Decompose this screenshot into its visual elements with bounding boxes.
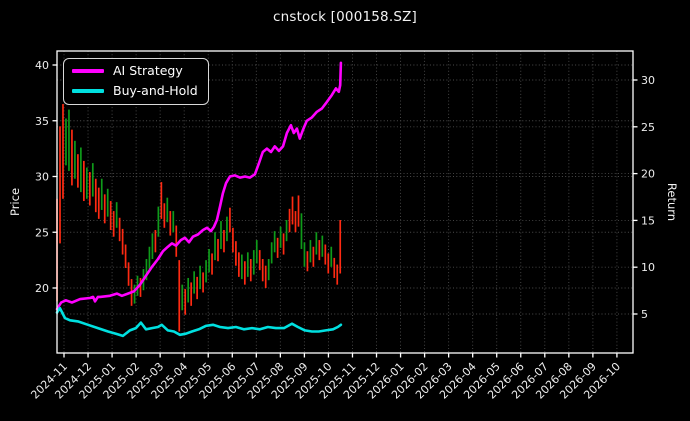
left-axis-label: Price: [8, 187, 22, 217]
svg-text:10: 10: [641, 261, 655, 274]
svg-text:35: 35: [35, 115, 49, 128]
legend-item-ai-strategy: AI Strategy: [72, 63, 200, 78]
legend: AI Strategy Buy-and-Hold: [63, 58, 209, 105]
svg-text:40: 40: [35, 59, 49, 72]
left-axis-tick-labels: 40 35 30 25 20: [35, 59, 49, 295]
svg-text:20: 20: [35, 282, 49, 295]
price-candles: [56, 104, 342, 332]
buy-and-hold-line: [55, 306, 343, 338]
svg-text:20: 20: [641, 168, 655, 181]
svg-text:25: 25: [641, 121, 655, 134]
svg-text:30: 30: [35, 171, 49, 184]
plot-frame: [52, 50, 638, 358]
svg-text:5: 5: [641, 308, 648, 321]
ai-strategy-line-swatch: [72, 69, 104, 74]
legend-label: Buy-and-Hold: [113, 82, 198, 98]
chart-title: cnstock [000158.SZ]: [272, 9, 418, 25]
right-axis-label: Return: [665, 182, 679, 222]
legend-item-buy-and-hold: Buy-and-Hold: [72, 82, 200, 98]
svg-text:30: 30: [641, 74, 655, 87]
right-axis-tick-labels: 30 25 20 15 10 5: [641, 74, 655, 321]
svg-text:15: 15: [641, 214, 655, 227]
ai-strategy-line: [55, 61, 343, 311]
legend-label: AI Strategy: [113, 63, 183, 78]
buy-and-hold-line-swatch: [72, 88, 104, 93]
svg-text:25: 25: [35, 226, 49, 239]
x-axis-tick-labels: 2024-112024-122025-012025-022025-032025-…: [28, 360, 623, 402]
